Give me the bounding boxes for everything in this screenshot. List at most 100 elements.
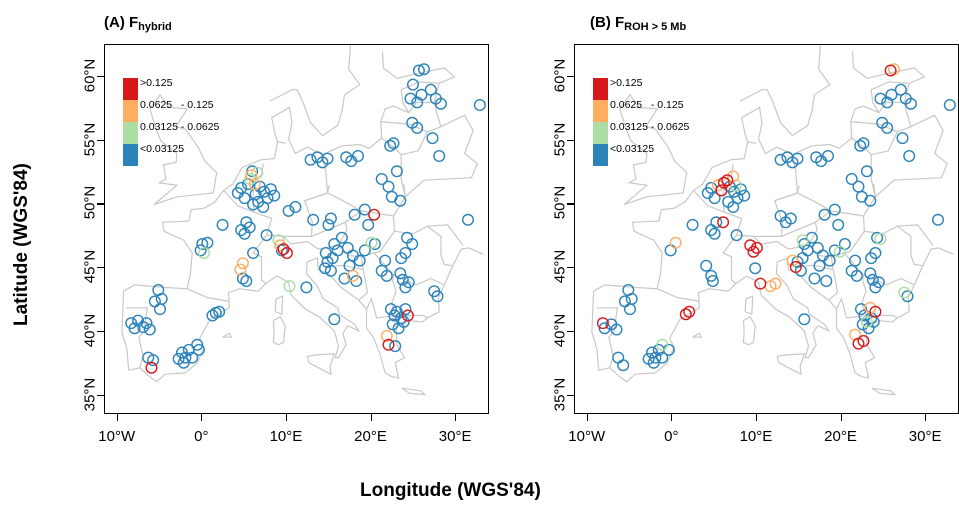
legend-swatch-low xyxy=(123,144,138,166)
sample-point xyxy=(324,264,337,277)
sample-point xyxy=(857,335,870,348)
panel-a: (A) Fhybrid >0.125 0.0625 - 0.125 0.0312… xyxy=(0,0,490,460)
sample-point xyxy=(727,170,740,183)
sample-point xyxy=(394,267,407,280)
sample-point xyxy=(828,203,841,216)
legend-label-low: <0.03125 xyxy=(610,143,655,155)
lat-tick xyxy=(567,267,574,269)
lon-tick xyxy=(285,414,288,421)
sample-point xyxy=(904,97,917,110)
sample-point xyxy=(656,338,669,351)
sample-point xyxy=(749,262,762,275)
sample-point xyxy=(384,139,397,152)
legend-label-mid-low: 0.03125 - 0.0625 xyxy=(610,121,690,133)
lon-tick-label: 30°E xyxy=(908,428,942,445)
sample-point xyxy=(264,183,277,196)
lon-tick-label: 10°W xyxy=(568,428,606,445)
sample-point xyxy=(738,189,751,202)
sample-point xyxy=(828,244,841,257)
sample-point xyxy=(769,277,782,290)
sample-point xyxy=(282,204,295,217)
sample-point xyxy=(612,351,625,364)
sample-point xyxy=(248,178,261,191)
sample-point xyxy=(791,152,804,165)
sample-point xyxy=(596,317,609,330)
sample-point xyxy=(811,241,824,254)
sample-point xyxy=(304,153,317,166)
panel-b-title-main: (B) F xyxy=(590,14,625,31)
coastline xyxy=(149,93,218,206)
sample-point xyxy=(206,309,219,322)
lon-tick xyxy=(755,414,758,421)
lon-tick-label: 10°E xyxy=(739,428,773,445)
legend-swatch-mid-low xyxy=(123,122,138,144)
country-border xyxy=(864,225,923,267)
coastline xyxy=(269,45,361,137)
lon-tick xyxy=(201,414,203,421)
coastline xyxy=(742,315,756,346)
sample-point xyxy=(341,241,354,254)
coastline xyxy=(123,51,456,292)
country-border xyxy=(394,225,453,267)
sample-point xyxy=(280,246,293,259)
lat-tick-label: 60°N xyxy=(81,58,99,93)
sample-point xyxy=(328,313,341,326)
sample-point xyxy=(705,223,718,236)
sample-point xyxy=(358,244,371,257)
sample-point xyxy=(324,212,337,225)
sample-point xyxy=(686,218,699,231)
sample-point xyxy=(386,318,399,331)
sample-point xyxy=(197,246,210,259)
sample-point xyxy=(833,245,846,258)
country-border xyxy=(358,256,368,301)
country-border xyxy=(336,265,364,271)
sample-point xyxy=(784,212,797,225)
country-border xyxy=(126,307,148,368)
sample-point xyxy=(380,329,393,342)
sample-point xyxy=(236,272,249,285)
lat-tick xyxy=(97,75,104,78)
sample-point xyxy=(147,354,160,367)
country-border xyxy=(850,121,898,133)
sample-point xyxy=(375,172,388,185)
sample-point xyxy=(610,323,623,336)
country-border xyxy=(393,274,445,286)
sample-point xyxy=(216,218,229,231)
sample-point xyxy=(401,309,414,322)
country-border xyxy=(806,265,834,271)
sample-point xyxy=(196,237,209,250)
lat-tick xyxy=(97,331,104,333)
sample-point xyxy=(717,216,730,229)
sample-point xyxy=(706,274,719,287)
sample-point xyxy=(728,185,741,198)
coastline xyxy=(401,387,427,396)
lon-tick-label: 20°E xyxy=(354,428,387,445)
legend-label-mid-low: 0.03125 - 0.0625 xyxy=(140,121,220,133)
sample-point xyxy=(669,236,682,249)
lon-tick xyxy=(586,414,588,421)
country-border xyxy=(596,307,618,368)
sample-point xyxy=(473,99,486,112)
panel-a-title-sub: hybrid xyxy=(138,21,172,33)
sample-point xyxy=(796,234,809,247)
lat-tick xyxy=(567,203,574,205)
x-axis-label: Longitude (WGS'84) xyxy=(360,480,541,501)
sample-point xyxy=(700,259,713,272)
sample-point xyxy=(744,239,757,252)
country-border xyxy=(283,222,348,250)
country-border xyxy=(311,210,362,237)
coastline xyxy=(619,93,688,206)
lon-tick xyxy=(116,414,118,421)
lon-tick-label: 30°E xyxy=(438,428,472,445)
sample-point xyxy=(272,234,285,247)
lat-tick-label: 35°N xyxy=(81,377,99,412)
legend-swatch-mid-high xyxy=(123,100,138,122)
sample-point xyxy=(186,351,199,364)
sample-point xyxy=(390,165,403,178)
sample-point xyxy=(154,303,167,316)
sample-point xyxy=(257,200,270,213)
sample-point xyxy=(362,218,375,231)
sample-point xyxy=(247,246,260,259)
country-border xyxy=(774,192,864,217)
sample-point xyxy=(424,83,437,96)
